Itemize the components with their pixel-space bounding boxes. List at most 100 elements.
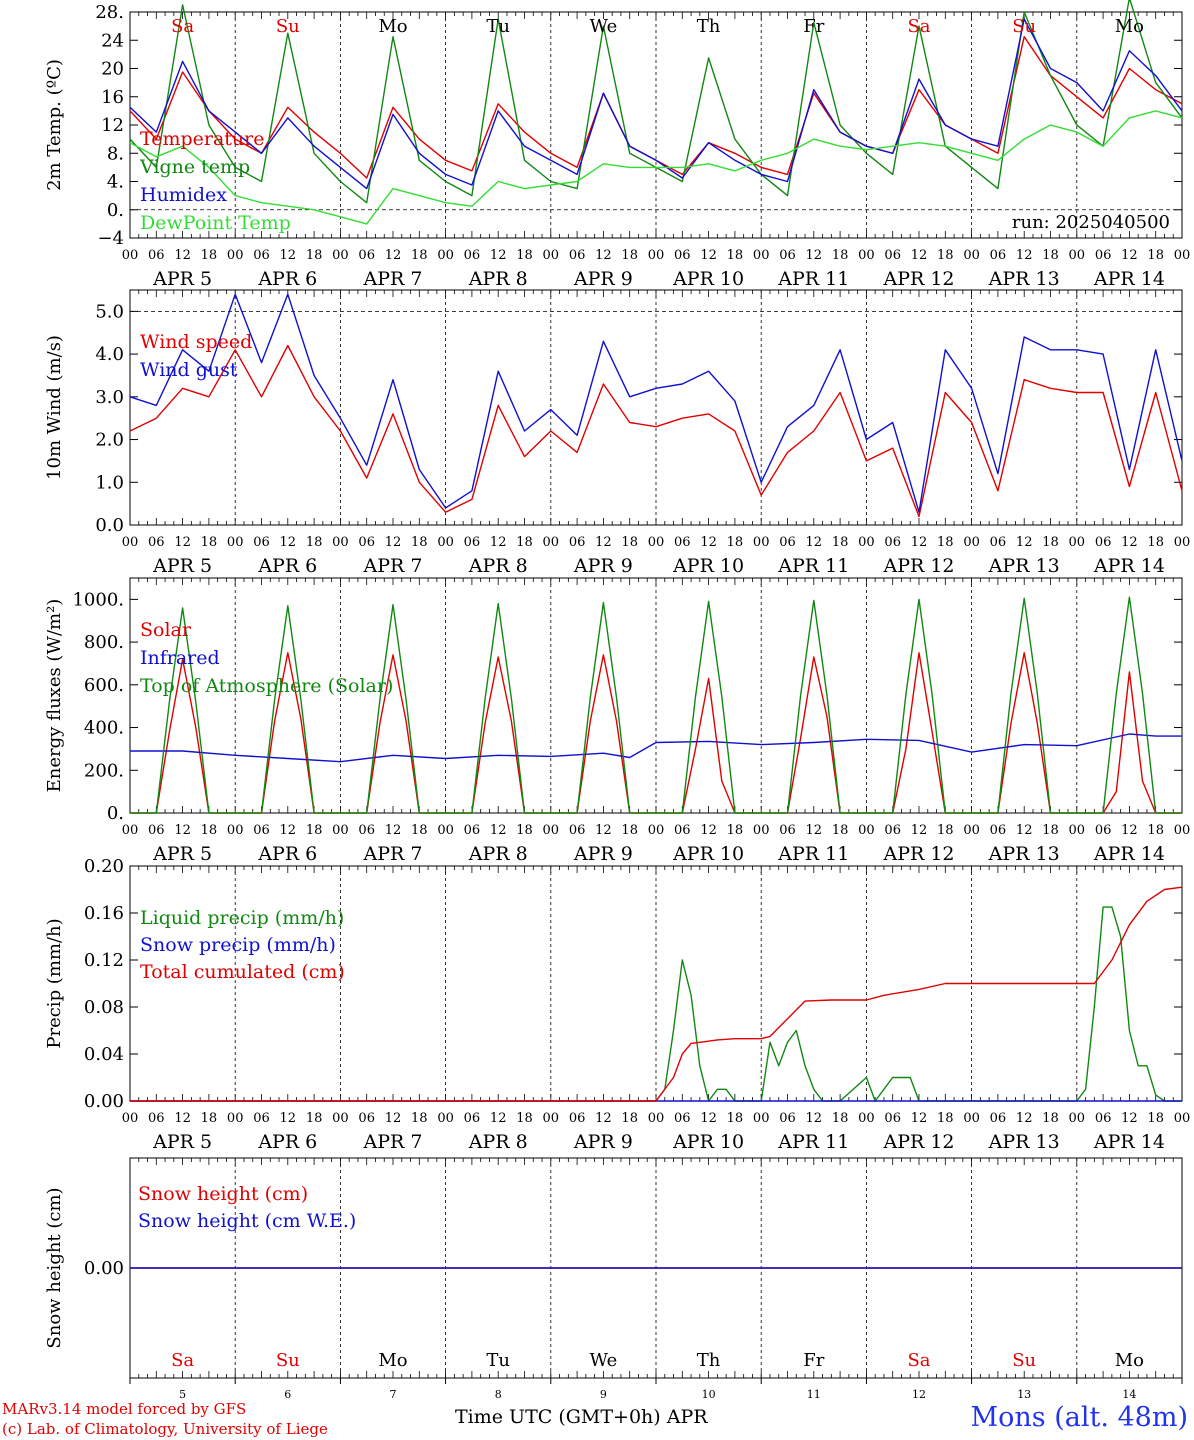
hour-label: 06: [674, 248, 691, 263]
hour-label: 18: [306, 1111, 323, 1126]
hour-label: 12: [911, 535, 928, 550]
hour-label: 18: [201, 535, 218, 550]
hour-label: 18: [727, 1111, 744, 1126]
hour-label: 00: [753, 823, 770, 838]
hour-label: 00: [437, 823, 454, 838]
date-label: APR 5: [152, 843, 212, 865]
date-label: APR 7: [363, 1131, 423, 1153]
ytick-label: 0.20: [84, 856, 124, 877]
hour-label: 18: [1042, 535, 1059, 550]
day-number: 7: [390, 1388, 397, 1401]
hour-label: 18: [937, 823, 954, 838]
hour-label: 18: [306, 535, 323, 550]
hour-label: 06: [1095, 823, 1112, 838]
legend-entry: Solar: [140, 619, 192, 641]
legend-entry: Wind speed: [140, 331, 252, 353]
hour-label: 12: [700, 248, 717, 263]
date-label: APR 6: [257, 1131, 317, 1153]
hour-label: 12: [174, 1111, 191, 1126]
weekday-label: Mo: [378, 1350, 407, 1371]
ytick-label: 0.04: [84, 1044, 124, 1065]
hour-label: 00: [753, 535, 770, 550]
weekday-label: Th: [697, 1350, 721, 1371]
hour-label: 00: [1069, 823, 1086, 838]
y-axis-label: Energy fluxes (W/m²): [44, 599, 65, 793]
date-label: APR 6: [257, 555, 317, 577]
hour-label: 12: [1121, 823, 1138, 838]
ytick-label: 5.0: [95, 301, 124, 322]
date-label: APR 14: [1093, 843, 1165, 865]
date-label: APR 10: [672, 843, 744, 865]
series-wind-gust: [129, 293, 1183, 513]
hour-label: 18: [621, 248, 638, 263]
day-number: 12: [912, 1388, 926, 1401]
ytick-label: 0.: [107, 803, 124, 824]
hour-label: 00: [122, 248, 139, 263]
hour-label: 18: [516, 248, 533, 263]
series-liquid-precip-mm-h-: [130, 906, 1182, 1102]
hour-label: 00: [227, 823, 244, 838]
hour-label: 06: [779, 535, 796, 550]
legend-entry: Temperature: [140, 128, 264, 150]
weekday-label: Su: [276, 1350, 300, 1371]
series-total-cumulated-cm-: [130, 886, 1183, 1102]
hour-label: 06: [358, 1111, 375, 1126]
hour-label: 06: [569, 1111, 586, 1126]
date-label: APR 11: [777, 555, 849, 577]
hour-label: 06: [253, 248, 270, 263]
hour-label: 00: [227, 535, 244, 550]
hour-label: 06: [674, 535, 691, 550]
date-label: APR 7: [363, 843, 423, 865]
hour-label: 18: [516, 823, 533, 838]
series-top-of-atmosphere-solar-: [130, 596, 1182, 814]
hour-label: 00: [1174, 535, 1191, 550]
date-label: APR 9: [573, 1131, 633, 1153]
hour-label: 18: [621, 535, 638, 550]
weekday-label: Sa: [171, 1350, 194, 1371]
date-label: APR 8: [468, 555, 528, 577]
hour-label: 12: [280, 823, 297, 838]
hour-label: 00: [1069, 535, 1086, 550]
hour-label: 06: [253, 1111, 270, 1126]
hour-label: 00: [122, 1111, 139, 1126]
ytick-label: 1000.: [72, 589, 124, 610]
hour-label: 12: [490, 535, 507, 550]
date-label: APR 8: [468, 1131, 528, 1153]
legend-entry: Infrared: [140, 647, 220, 669]
ytick-label: 0.08: [84, 997, 124, 1018]
hour-label: 12: [490, 1111, 507, 1126]
date-label: APR 6: [257, 268, 317, 290]
date-label: APR 14: [1093, 555, 1165, 577]
credit-lab: (c) Lab. of Climatology, University of L…: [2, 1420, 328, 1438]
weekday-label: We: [590, 1350, 618, 1371]
ytick-label: 200.: [84, 760, 124, 781]
hour-label: 18: [832, 535, 849, 550]
hour-label: 00: [753, 248, 770, 263]
hour-label: 18: [937, 535, 954, 550]
hour-label: 12: [700, 1111, 717, 1126]
ytick-label: 1.0: [95, 472, 124, 493]
hour-label: 06: [569, 823, 586, 838]
hour-label: 12: [595, 535, 612, 550]
hour-label: 18: [727, 823, 744, 838]
ytick-label: 0.00: [84, 1258, 124, 1279]
hour-label: 18: [937, 1111, 954, 1126]
hour-label: 06: [884, 248, 901, 263]
hour-label: 06: [674, 1111, 691, 1126]
y-axis-label: Precip (mm/h): [44, 918, 65, 1048]
hour-label: 06: [253, 535, 270, 550]
legend-entry: Wind gust: [140, 359, 238, 381]
hour-label: 06: [148, 248, 165, 263]
hour-label: 12: [280, 535, 297, 550]
hour-label: 12: [490, 823, 507, 838]
hour-label: 18: [1042, 248, 1059, 263]
hour-label: 00: [543, 823, 560, 838]
date-label: APR 9: [573, 268, 633, 290]
hour-label: 06: [779, 823, 796, 838]
hour-label: 06: [253, 823, 270, 838]
weekday-label: Su: [276, 16, 300, 37]
run-label: run: 2025040500: [1012, 212, 1170, 233]
hour-label: 06: [148, 535, 165, 550]
hour-label: 12: [1016, 248, 1033, 263]
